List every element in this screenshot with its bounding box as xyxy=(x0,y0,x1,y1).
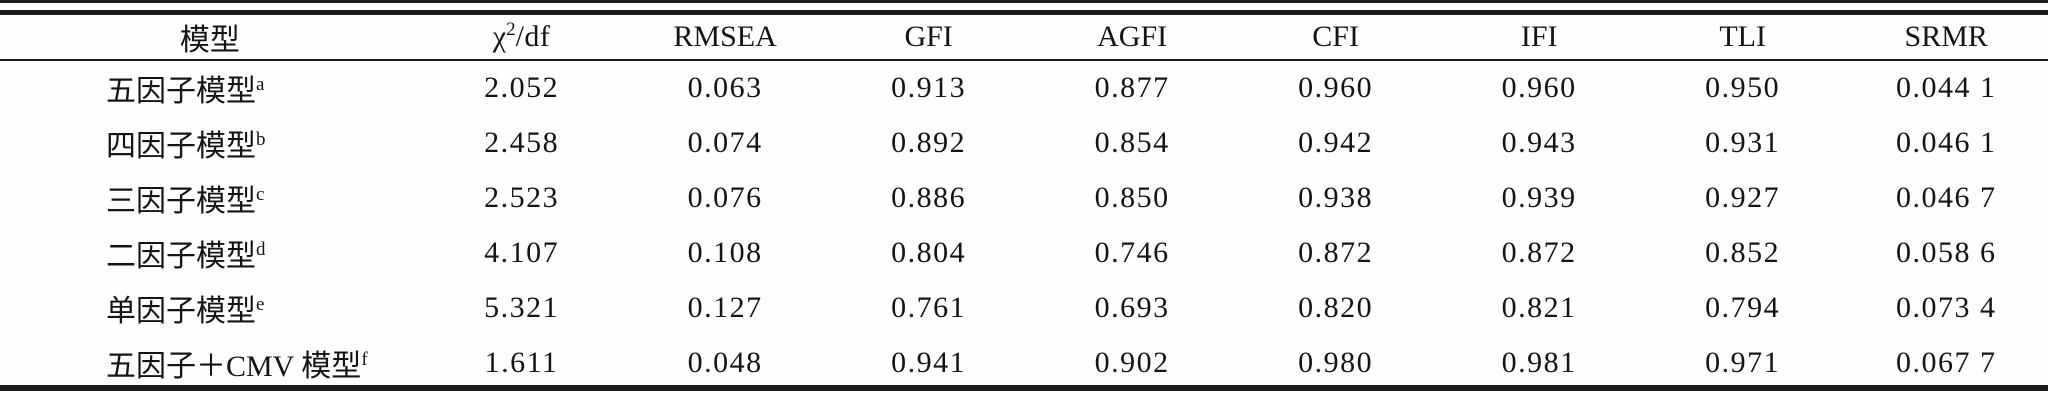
table-header: 模型 χ2/df RMSEA GFI AGFI CFI IFI TLI SRMR xyxy=(0,15,2048,60)
cell-gfi: 0.892 xyxy=(891,125,967,159)
cell-rmsea: 0.108 xyxy=(687,235,763,269)
cell-srmr: 0.046 1 xyxy=(1895,125,1997,159)
model-superscript: e xyxy=(256,293,265,315)
cell-agfi: 0.693 xyxy=(1094,290,1170,324)
fit-indices-table: 模型 χ2/df RMSEA GFI AGFI CFI IFI TLI SRMR… xyxy=(0,15,2048,390)
cell-chi-df: 1.611 xyxy=(484,345,559,379)
model-name: 二因子模型d xyxy=(0,225,420,280)
cell-agfi: 0.746 xyxy=(1094,235,1170,269)
cell-ifi: 0.939 xyxy=(1501,180,1577,214)
cell-ifi: 0.821 xyxy=(1501,290,1577,324)
cell-agfi: 0.854 xyxy=(1094,125,1170,159)
model-name: 四因子模型b xyxy=(0,115,420,170)
table-top-thin-rule xyxy=(0,0,2048,3)
model-name-text: 五因子＋CMV 模型 xyxy=(106,349,362,383)
table-row: 五因子＋CMV 模型f 1.611 0.048 0.941 0.902 0.98… xyxy=(0,335,2048,390)
cell-cfi: 0.938 xyxy=(1298,180,1374,214)
cell-ifi: 0.943 xyxy=(1501,125,1577,159)
chi-symbol: χ xyxy=(492,20,507,53)
cell-rmsea: 0.076 xyxy=(687,180,763,214)
cell-ifi: 0.872 xyxy=(1501,235,1577,269)
header-model: 模型 xyxy=(179,24,240,57)
cell-srmr: 0.073 4 xyxy=(1895,290,1997,324)
cell-srmr: 0.067 7 xyxy=(1895,345,1997,379)
cell-chi-df: 2.458 xyxy=(484,125,560,159)
header-chi-df: χ2/df xyxy=(420,15,624,60)
header-agfi: AGFI xyxy=(1097,20,1168,53)
model-name-text: 四因子模型 xyxy=(106,129,256,163)
cell-tli: 0.950 xyxy=(1705,71,1781,104)
cell-rmsea: 0.048 xyxy=(687,345,763,379)
model-superscript: f xyxy=(361,348,368,370)
table-row: 二因子模型d 4.107 0.108 0.804 0.746 0.872 0.8… xyxy=(0,225,2048,280)
cell-tli: 0.931 xyxy=(1705,125,1781,159)
header-ifi: IFI xyxy=(1520,20,1558,53)
header-gfi: GFI xyxy=(904,20,953,53)
cell-ifi: 0.981 xyxy=(1501,345,1577,379)
cell-tli: 0.927 xyxy=(1705,180,1781,214)
table-row: 单因子模型e 5.321 0.127 0.761 0.693 0.820 0.8… xyxy=(0,280,2048,335)
cell-tli: 0.852 xyxy=(1705,235,1781,269)
cell-cfi: 0.980 xyxy=(1298,345,1374,379)
table-row: 五因子模型a 2.052 0.063 0.913 0.877 0.960 0.9… xyxy=(0,60,2048,115)
cell-gfi: 0.886 xyxy=(891,180,967,214)
table-body: 五因子模型a 2.052 0.063 0.913 0.877 0.960 0.9… xyxy=(0,60,2048,390)
cell-agfi: 0.902 xyxy=(1094,345,1170,379)
header-cfi: CFI xyxy=(1312,20,1359,53)
cell-cfi: 0.820 xyxy=(1298,290,1374,324)
table-row: 四因子模型b 2.458 0.074 0.892 0.854 0.942 0.9… xyxy=(0,115,2048,170)
cell-tli: 0.971 xyxy=(1705,345,1781,379)
model-name-text: 五因子模型 xyxy=(106,75,256,108)
model-superscript: b xyxy=(256,128,266,150)
model-name-text: 三因子模型 xyxy=(106,184,256,218)
model-name: 三因子模型c xyxy=(0,170,420,225)
model-superscript: c xyxy=(256,183,265,205)
cell-cfi: 0.960 xyxy=(1298,71,1374,104)
cell-chi-df: 5.321 xyxy=(484,290,560,324)
cell-tli: 0.794 xyxy=(1705,290,1781,324)
header-srmr: SRMR xyxy=(1904,20,1988,53)
cell-ifi: 0.960 xyxy=(1501,71,1577,104)
cell-chi-df: 4.107 xyxy=(484,235,560,269)
cell-agfi: 0.850 xyxy=(1094,180,1170,214)
model-name: 五因子＋CMV 模型f xyxy=(0,335,420,390)
cell-chi-df: 2.523 xyxy=(484,180,560,214)
table-bottom-thick-rule xyxy=(0,385,2048,391)
table-row: 三因子模型c 2.523 0.076 0.886 0.850 0.938 0.9… xyxy=(0,170,2048,225)
model-name-text: 单因子模型 xyxy=(106,294,256,328)
cell-srmr: 0.058 6 xyxy=(1895,235,1997,269)
cell-srmr: 0.044 1 xyxy=(1895,71,1997,104)
cell-gfi: 0.761 xyxy=(891,290,967,324)
chi-df-suffix: /df xyxy=(515,20,551,53)
cell-gfi: 0.804 xyxy=(891,235,967,269)
model-superscript: d xyxy=(256,238,266,260)
model-name-text: 二因子模型 xyxy=(106,239,256,273)
cell-agfi: 0.877 xyxy=(1094,71,1170,104)
cell-rmsea: 0.127 xyxy=(687,290,763,324)
table-top-thick-rule xyxy=(0,10,2048,15)
model-name: 单因子模型e xyxy=(0,280,420,335)
cell-cfi: 0.942 xyxy=(1298,125,1374,159)
cell-rmsea: 0.063 xyxy=(687,71,763,104)
cell-chi-df: 2.052 xyxy=(484,71,560,104)
model-superscript: a xyxy=(256,74,265,95)
model-name: 五因子模型a xyxy=(0,60,420,115)
cell-rmsea: 0.074 xyxy=(687,125,763,159)
header-tli: TLI xyxy=(1719,20,1766,53)
cell-cfi: 0.872 xyxy=(1298,235,1374,269)
chi-exponent: 2 xyxy=(506,19,516,40)
cell-gfi: 0.913 xyxy=(891,71,967,104)
cell-srmr: 0.046 7 xyxy=(1895,180,1997,214)
cell-gfi: 0.941 xyxy=(891,345,967,379)
header-rmsea: RMSEA xyxy=(673,20,777,53)
header-row: 模型 χ2/df RMSEA GFI AGFI CFI IFI TLI SRMR xyxy=(0,15,2048,60)
